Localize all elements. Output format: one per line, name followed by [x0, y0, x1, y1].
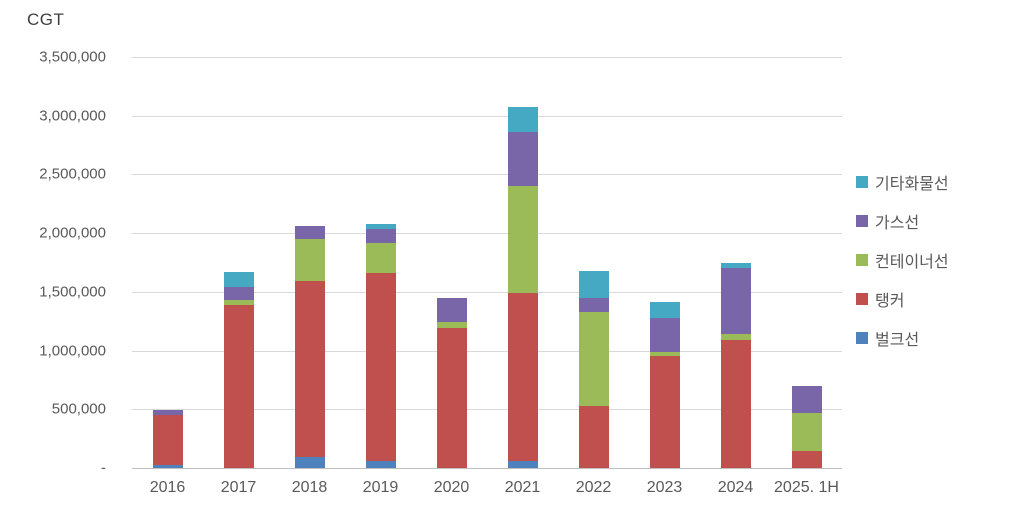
bar-segment-기타화물선-2022	[578, 271, 609, 299]
y-tick-label: 3,000,000	[39, 107, 106, 125]
bar-segment-기타화물선-2019	[365, 223, 396, 230]
bar-segment-탱커-2023	[649, 356, 680, 468]
y-tick-label: 3,500,000	[39, 48, 106, 66]
bar-segment-컨테이너선-2025. 1H	[791, 412, 822, 451]
gridline	[132, 409, 842, 411]
x-tick-label-2018: 2018	[291, 479, 328, 496]
bar-segment-탱커-2020	[436, 328, 467, 468]
x-tick-label-2023: 2023	[646, 479, 683, 496]
legend-swatch-icon	[856, 332, 868, 344]
legend-item-가스선: 가스선	[856, 210, 949, 232]
y-tick-label: 2,000,000	[39, 224, 106, 242]
bar-segment-탱커-2017	[223, 304, 254, 468]
bar-segment-탱커-2019	[365, 273, 396, 461]
bar-segment-컨테이너선-2023	[649, 351, 680, 357]
legend-swatch-icon	[856, 215, 868, 227]
legend-swatch-icon	[856, 254, 868, 266]
gridline	[132, 350, 842, 352]
bar-segment-가스선-2016	[152, 410, 183, 416]
y-axis-title: CGT	[27, 10, 65, 29]
bar-segment-가스선-2023	[649, 317, 680, 352]
x-tick-label-2017: 2017	[220, 479, 257, 496]
bar-segment-가스선-2022	[578, 298, 609, 313]
bar-segment-가스선-2020	[436, 298, 467, 322]
legend-label: 가스선	[875, 215, 920, 232]
gridline	[132, 115, 842, 117]
bar-segment-가스선-2019	[365, 229, 396, 244]
y-tick-label: 500,000	[51, 400, 106, 418]
x-tick-label-2024: 2024	[717, 479, 754, 496]
x-tick-label-2025. 1H: 2025. 1H	[774, 479, 839, 496]
legend-item-컨테이너선: 컨테이너선	[856, 249, 949, 271]
bar-segment-컨테이너선-2020	[436, 321, 467, 329]
gridline	[132, 57, 842, 58]
y-tick-label: 1,500,000	[39, 283, 106, 301]
x-tick-label-2022: 2022	[575, 479, 612, 496]
y-tick-label: -	[101, 459, 106, 477]
bar-segment-벌크선-2018	[294, 457, 325, 468]
legend-label: 컨테이너선	[875, 254, 949, 271]
bar-segment-벌크선-2019	[365, 460, 396, 468]
bar-segment-탱커-2022	[578, 405, 609, 468]
bar-segment-가스선-2017	[223, 287, 254, 301]
legend-label: 기타화물선	[875, 176, 949, 193]
bar-segment-컨테이너선-2018	[294, 239, 325, 282]
bar-segment-컨테이너선-2021	[507, 186, 538, 294]
legend-item-기타화물선: 기타화물선	[856, 171, 949, 193]
bar-segment-탱커-2021	[507, 293, 538, 461]
x-tick-label-2021: 2021	[504, 479, 541, 496]
y-tick-label: 2,500,000	[39, 165, 106, 183]
bar-segment-컨테이너선-2022	[578, 312, 609, 406]
x-tick-label-2016: 2016	[149, 479, 186, 496]
x-tick-label-2020: 2020	[433, 479, 470, 496]
x-tick-label-2019: 2019	[362, 479, 399, 496]
bar-segment-벌크선-2021	[507, 460, 538, 468]
bar-segment-기타화물선-2021	[507, 107, 538, 133]
bar-segment-탱커-2018	[294, 281, 325, 458]
bar-segment-컨테이너선-2019	[365, 243, 396, 274]
bar-segment-컨테이너선-2024	[720, 334, 751, 340]
bar-segment-기타화물선-2017	[223, 272, 254, 288]
bar-segment-기타화물선-2024	[720, 262, 751, 268]
bar-segment-가스선-2021	[507, 132, 538, 187]
gridline	[132, 174, 842, 176]
bar-segment-가스선-2024	[720, 267, 751, 335]
legend-label: 벌크선	[875, 332, 920, 349]
bar-segment-탱커-2024	[720, 340, 751, 468]
legend-swatch-icon	[856, 293, 868, 305]
bar-segment-벌크선-2016	[152, 465, 183, 468]
x-axis-line	[132, 468, 842, 469]
legend-swatch-icon	[856, 176, 868, 188]
legend-label: 탱커	[875, 293, 905, 310]
bar-segment-탱커-2025. 1H	[791, 450, 822, 468]
bar-segment-탱커-2016	[152, 415, 183, 466]
bar-segment-가스선-2025. 1H	[791, 385, 822, 413]
bar-segment-기타화물선-2023	[649, 302, 680, 318]
y-tick-label: 1,000,000	[39, 342, 106, 360]
gridline	[132, 233, 842, 235]
legend-item-탱커: 탱커	[856, 288, 949, 310]
gridline	[132, 291, 842, 293]
bar-segment-가스선-2018	[294, 226, 325, 239]
bar-segment-컨테이너선-2017	[223, 300, 254, 305]
legend-item-벌크선: 벌크선	[856, 327, 949, 349]
